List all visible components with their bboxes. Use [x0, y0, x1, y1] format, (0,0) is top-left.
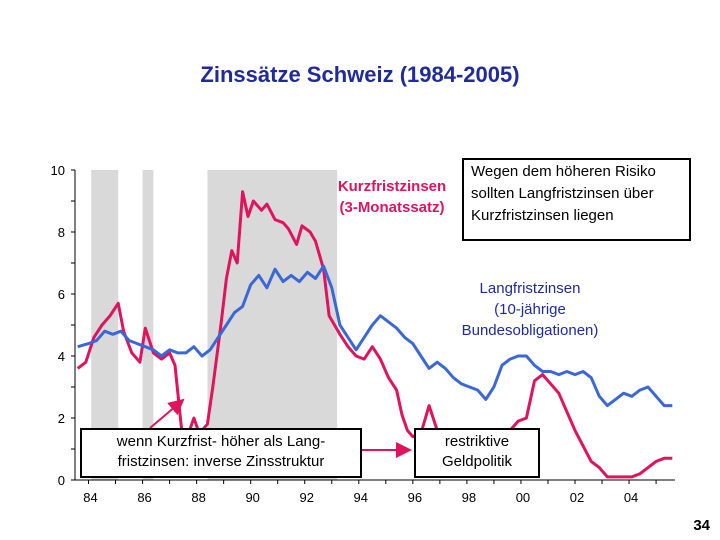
x-tick-label: 88 — [191, 490, 205, 505]
x-tick-label: 96 — [408, 490, 422, 505]
x-tick-label: 92 — [299, 490, 313, 505]
inverse-structure-text: wenn Kurzfrist- höher als Lang-fristzins… — [116, 433, 326, 470]
x-tick-label: 94 — [354, 490, 368, 505]
page-number: 34 — [693, 517, 710, 534]
chart-title: Zinssätze Schweiz (1984-2005) — [200, 62, 520, 87]
y-tick-label: 8 — [58, 225, 65, 240]
y-tick-label: 6 — [58, 287, 65, 302]
restrictive-policy-box: restriktive Geldpolitik — [414, 428, 540, 478]
short-series-label: Kurzfristzinsen (3-Monatssatz) — [338, 178, 446, 216]
arrow-inverse-left — [149, 398, 185, 429]
y-tick-label: 0 — [58, 473, 65, 488]
shaded-period — [142, 170, 154, 480]
x-tick-label: 98 — [462, 490, 476, 505]
x-tick-label: 02 — [570, 490, 584, 505]
inverse-structure-box: wenn Kurzfrist- höher als Lang-fristzins… — [80, 428, 362, 478]
y-tick-label: 4 — [58, 349, 65, 364]
chart-labels: Kurzfristzinsen (3-Monatssatz) Langfristzi… — [149, 178, 599, 458]
x-tick-label: 90 — [245, 490, 259, 505]
x-tick-label: 00 — [516, 490, 530, 505]
long-rate-line — [77, 264, 673, 408]
y-tick-label: 10 — [51, 163, 65, 178]
risk-note-text: Wegen dem höheren Risiko sollten Langfris… — [471, 163, 656, 224]
x-tick-label: 04 — [624, 490, 638, 505]
x-tick-label: 86 — [137, 490, 151, 505]
x-tick-label: 84 — [83, 490, 97, 505]
restrictive-policy-text: restriktive Geldpolitik — [441, 433, 513, 470]
y-tick-label: 2 — [58, 411, 65, 426]
long-series-label: Langfristzinsen (10-jährige Bundesobligati… — [462, 280, 599, 339]
risk-note-box: Wegen dem höheren Risiko sollten Langfris… — [462, 158, 691, 241]
